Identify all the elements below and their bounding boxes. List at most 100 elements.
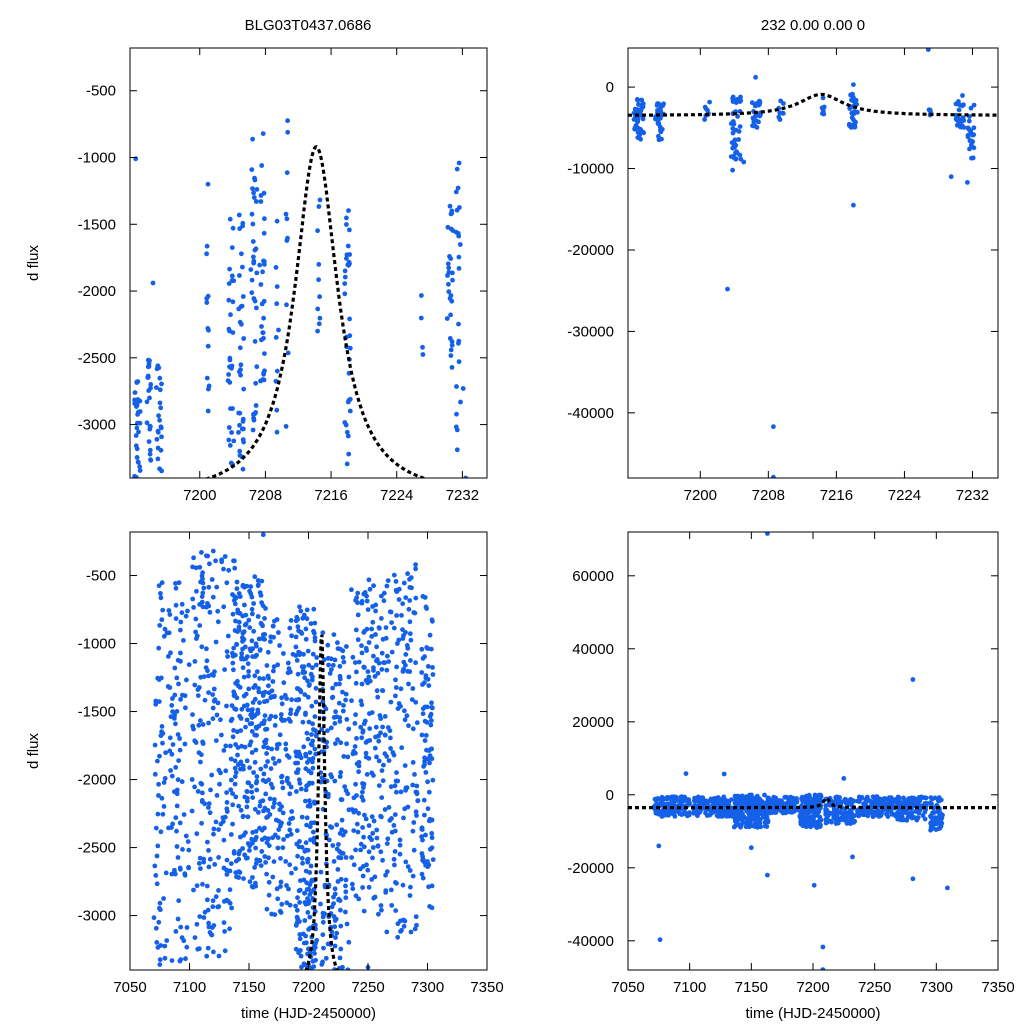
data-point	[252, 339, 258, 344]
data-point	[157, 753, 162, 759]
data-point	[305, 648, 311, 654]
data-point	[429, 700, 434, 706]
data-point	[749, 100, 755, 106]
data-point	[778, 98, 784, 104]
data-point	[743, 794, 749, 800]
data-point	[382, 732, 388, 738]
data-point	[158, 595, 164, 601]
data-point	[702, 117, 707, 122]
data-point	[268, 639, 273, 644]
data-point	[311, 838, 317, 843]
data-point-outlier	[683, 771, 689, 776]
y-tick-label: 20000	[572, 714, 614, 731]
data-point	[639, 97, 645, 103]
data-point	[743, 801, 749, 806]
data-point	[454, 447, 460, 453]
data-point	[707, 798, 713, 803]
data-point	[352, 660, 358, 665]
data-point	[298, 878, 303, 883]
x-tick-label: 7200	[183, 487, 216, 504]
data-point	[250, 875, 255, 880]
data-point	[446, 269, 452, 275]
data-point	[339, 827, 345, 833]
data-point	[800, 812, 806, 818]
data-point	[282, 717, 287, 723]
data-point	[446, 289, 452, 295]
panel-tl: 7200 7208 7216 7224 7232-500-1000-1500-2000-…	[25, 47, 488, 504]
data-point	[737, 124, 743, 129]
data-point	[226, 372, 232, 377]
data-point	[233, 794, 239, 800]
data-point	[199, 799, 205, 805]
data-point	[384, 841, 390, 846]
data-point	[216, 953, 222, 959]
data-point-outlier	[199, 550, 204, 555]
data-point	[270, 785, 275, 791]
data-point	[372, 745, 378, 751]
data-point	[207, 561, 212, 567]
data-point	[288, 618, 294, 623]
data-point	[965, 134, 971, 140]
data-point	[211, 949, 216, 955]
data-point	[250, 136, 256, 142]
data-point	[156, 645, 162, 651]
data-point	[752, 801, 758, 807]
data-point	[204, 646, 209, 652]
data-point	[383, 872, 388, 878]
panel-tr: 7200 7208 7216 7224 72320-10000-20000-30000-…	[567, 47, 999, 504]
data-point	[253, 380, 259, 386]
data-point	[384, 754, 390, 759]
data-point	[159, 434, 164, 440]
figure-title-right: 232 0.00 0.00 0	[761, 17, 865, 34]
data-point	[264, 906, 270, 912]
data-point	[878, 811, 884, 817]
x-tick-label: 7100	[173, 979, 206, 996]
y-axis-label: d flux	[25, 245, 42, 281]
data-point	[378, 849, 384, 855]
data-point	[279, 901, 285, 907]
data-point	[310, 958, 316, 964]
data-point	[285, 129, 291, 135]
data-point	[315, 328, 320, 334]
data-point	[313, 733, 319, 739]
data-point	[227, 355, 233, 361]
data-point	[421, 797, 427, 803]
data-point	[864, 794, 870, 800]
data-point	[422, 654, 427, 659]
data-point	[380, 778, 386, 784]
data-point	[169, 773, 175, 779]
data-point	[176, 758, 182, 763]
data-point	[936, 816, 941, 821]
data-point	[307, 682, 312, 687]
data-point	[153, 873, 159, 878]
data-point	[733, 150, 738, 156]
data-point	[754, 793, 760, 799]
data-point-outlier	[910, 677, 916, 682]
data-point	[419, 871, 425, 877]
data-point	[806, 792, 812, 798]
data-point	[193, 629, 199, 635]
data-point	[326, 662, 331, 668]
data-point	[298, 689, 304, 695]
data-point	[422, 738, 428, 743]
data-point	[776, 114, 782, 120]
data-point	[829, 811, 835, 816]
data-point	[296, 888, 302, 894]
data-point	[238, 766, 243, 772]
data-point	[337, 673, 343, 679]
data-point	[365, 867, 371, 873]
data-point	[407, 598, 413, 603]
data-point	[347, 345, 353, 351]
data-point	[345, 433, 351, 439]
data-points-tl	[132, 118, 469, 478]
data-point	[330, 843, 336, 848]
data-point	[344, 252, 350, 258]
data-point	[158, 425, 164, 431]
data-point	[424, 704, 430, 710]
data-point	[262, 351, 267, 356]
data-point	[738, 824, 743, 830]
data-point	[230, 611, 236, 617]
figure-title-left: BLG03T0437.0686	[245, 17, 372, 34]
data-point	[158, 829, 164, 835]
